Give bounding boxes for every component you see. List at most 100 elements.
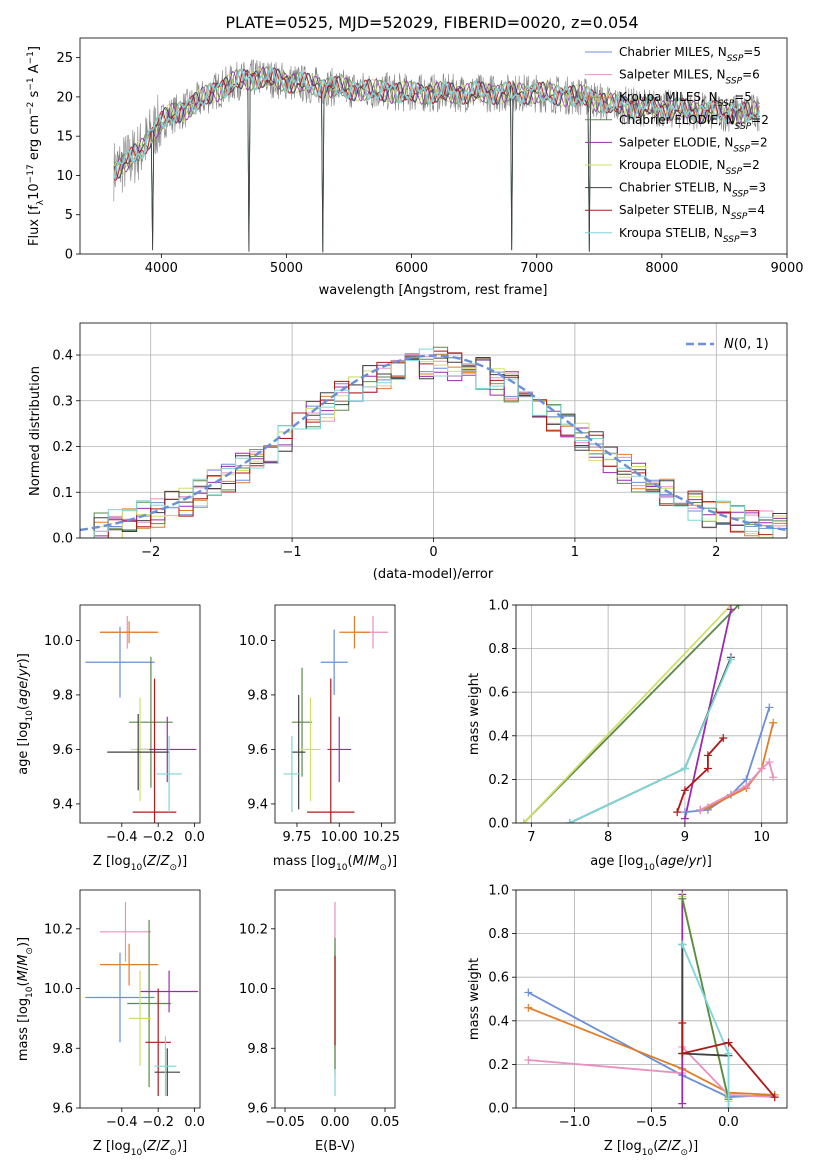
x-tick-label: 0.0 <box>184 1115 205 1130</box>
legend-label: Chabrier ELODIE, NSSP=2 <box>619 113 769 132</box>
x-axis-label: Z [log10(Z/Z⊙)] <box>93 854 187 873</box>
weight-marker <box>519 819 528 823</box>
legend-label: Salpeter MILES, NSSP=6 <box>619 68 760 87</box>
model-spectrum <box>113 66 761 180</box>
weight-line <box>527 1006 775 1096</box>
weight-marker <box>726 605 735 614</box>
x-tick-label: 10.25 <box>363 830 400 845</box>
weight-marker <box>734 605 743 609</box>
x-tick-label: 7000 <box>520 261 553 276</box>
weight-marker <box>757 764 766 773</box>
weight-line <box>523 605 740 823</box>
weight-marker <box>726 655 735 664</box>
model-spectrum <box>113 68 760 176</box>
legend-label: Kroupa ELODIE, NSSP=2 <box>619 158 760 177</box>
x-tick-label: 8000 <box>645 261 678 276</box>
x-tick-label: −0.2 <box>142 1115 174 1130</box>
y-axis-label: mass [log10(M/M⊙)] <box>16 937 35 1061</box>
y-tick-label: 1.0 <box>488 599 509 614</box>
x-axis-label: (data-model)/error <box>373 567 494 582</box>
figure-title: PLATE=0525, MJD=52029, FIBERID=0020, z=0… <box>225 13 638 32</box>
plot-area <box>283 615 389 823</box>
weight-line <box>569 656 732 823</box>
x-tick-label: 6000 <box>395 261 428 276</box>
weight-marker <box>680 786 689 795</box>
axes-frame <box>515 604 788 824</box>
x-tick-label: 8 <box>604 830 612 845</box>
legend-label: Salpeter ELODIE, NSSP=2 <box>619 135 768 154</box>
y-tick-label: 0.0 <box>488 1102 509 1117</box>
weight-marker <box>770 1093 779 1102</box>
y-axis-label: Normed distribution <box>28 366 43 496</box>
x-tick-label: −0.5 <box>636 1115 668 1130</box>
x-tick-label: 5000 <box>270 261 303 276</box>
observed-spectrum <box>113 58 760 202</box>
weight-marker <box>724 1104 733 1108</box>
axes-frame <box>274 604 396 824</box>
weight-marker <box>524 988 533 997</box>
mass-vs-ebv-panel: −0.05 0.00 0.05 9.6 9.8 10.0 10.2 E(B-V) <box>239 889 400 1154</box>
x-tick-label: −1 <box>283 545 302 560</box>
x-tick-label: −2 <box>141 545 160 560</box>
weight-marker <box>696 805 705 814</box>
residual-histogram <box>93 348 774 538</box>
y-tick-label: 0.1 <box>52 486 73 501</box>
weight-marker <box>673 808 682 817</box>
y-tick-label: 9.8 <box>247 1042 268 1057</box>
x-tick-label: 0 <box>429 545 437 560</box>
mass-weight-vs-age-panel: 7 8 9 10 0.0 0.2 0.4 0.6 0.8 1.0 age [log10(age/yr… <box>467 599 788 873</box>
plot-area <box>85 615 197 823</box>
weight-marker <box>678 894 687 903</box>
y-tick-label: 0.2 <box>52 440 73 455</box>
y-tick-label: 0.4 <box>52 349 73 364</box>
y-tick-label: 9.6 <box>52 1102 73 1117</box>
spectrum-panel: 4000 5000 6000 7000 8000 9000 0 5 10 15 20 25 Chabri… <box>26 37 804 298</box>
axes-frame <box>79 37 788 255</box>
x-tick-label: 9.75 <box>282 830 311 845</box>
y-tick-label: 9.6 <box>52 743 73 758</box>
legend-label: Kroupa MILES, NSSP=5 <box>619 90 752 109</box>
y-tick-label: 10.0 <box>44 982 73 997</box>
plot-area <box>85 901 199 1097</box>
y-tick-label: 0.8 <box>488 927 509 942</box>
y-axis-label: mass weight <box>467 673 482 755</box>
weight-line <box>681 944 730 1108</box>
legend-label: Kroupa STELIB, NSSP=3 <box>619 226 757 245</box>
y-tick-label: 0.4 <box>488 729 509 744</box>
legend-label: Chabrier STELIB, NSSP=3 <box>619 181 766 200</box>
y-tick-label: 10.0 <box>239 982 268 997</box>
weight-marker <box>703 764 712 773</box>
x-tick-label: −0.05 <box>265 1115 305 1130</box>
x-tick-label: 0.05 <box>371 1115 400 1130</box>
weight-marker <box>765 757 774 766</box>
x-axis-label: wavelength [Angstrom, rest frame] <box>319 283 548 298</box>
axes-frame <box>79 889 201 1109</box>
y-axis-label: mass weight <box>467 958 482 1040</box>
x-tick-label: 0.00 <box>321 1115 350 1130</box>
y-tick-label: 15 <box>56 130 73 145</box>
y-tick-label: 5 <box>65 208 73 223</box>
y-tick-label: 0.3 <box>52 394 73 409</box>
weight-line <box>569 659 732 823</box>
weight-marker <box>678 1018 687 1027</box>
y-axis-label: Flux [fλ10−17 erg cm−2 s−1 A−1] <box>26 46 46 246</box>
x-tick-label: 1 <box>571 545 579 560</box>
x-axis-label: mass [log10(M/M⊙)] <box>273 854 397 873</box>
x-tick-label: 2 <box>712 545 720 560</box>
y-tick-label: 0.2 <box>488 773 509 788</box>
weight-marker <box>769 773 778 782</box>
x-tick-label: 9000 <box>770 261 803 276</box>
y-tick-label: 10 <box>56 169 73 184</box>
x-axis-label: E(B-V) <box>315 1139 355 1154</box>
plot-area <box>519 605 778 823</box>
weight-marker <box>703 751 712 760</box>
y-tick-label: 9.6 <box>247 1102 268 1117</box>
y-tick-label: 0.8 <box>488 642 509 657</box>
x-tick-label: 0.0 <box>718 1115 739 1130</box>
weight-marker <box>765 703 774 712</box>
weight-marker <box>524 1003 533 1012</box>
weight-marker <box>678 1049 687 1058</box>
weight-marker <box>719 733 728 742</box>
x-axis-label: age [log10(age/yr)] <box>590 854 712 873</box>
